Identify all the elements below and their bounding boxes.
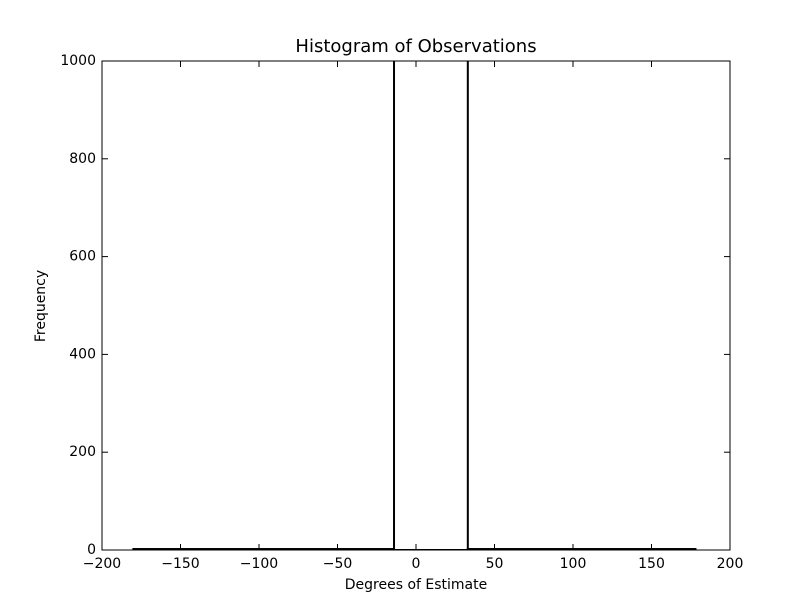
plot-frame	[101, 60, 731, 551]
y-tick-label: 0	[87, 542, 96, 558]
x-tick-label: 150	[638, 556, 665, 572]
y-tick-label: 200	[69, 444, 96, 460]
plot-area	[132, 61, 697, 550]
x-tick-label: −200	[83, 556, 121, 572]
x-tick-label: 200	[717, 556, 744, 572]
y-tick-label: 600	[69, 249, 96, 265]
y-tick-label: 1000	[60, 53, 96, 69]
y-axis-label: Frequency	[33, 270, 49, 342]
x-axis-label: Degrees of Estimate	[345, 577, 487, 593]
chart-title: Histogram of Observations	[295, 36, 536, 57]
x-tick-label: −100	[240, 556, 278, 572]
x-tick-label: 0	[412, 556, 421, 572]
y-tick-label: 800	[69, 151, 96, 167]
x-tick-label: 100	[560, 556, 587, 572]
bar	[393, 61, 469, 550]
x-tick-label: −150	[161, 556, 199, 572]
y-tick-label: 400	[69, 346, 96, 362]
x-tick-label: 50	[486, 556, 504, 572]
x-tick-label: −50	[323, 556, 353, 572]
